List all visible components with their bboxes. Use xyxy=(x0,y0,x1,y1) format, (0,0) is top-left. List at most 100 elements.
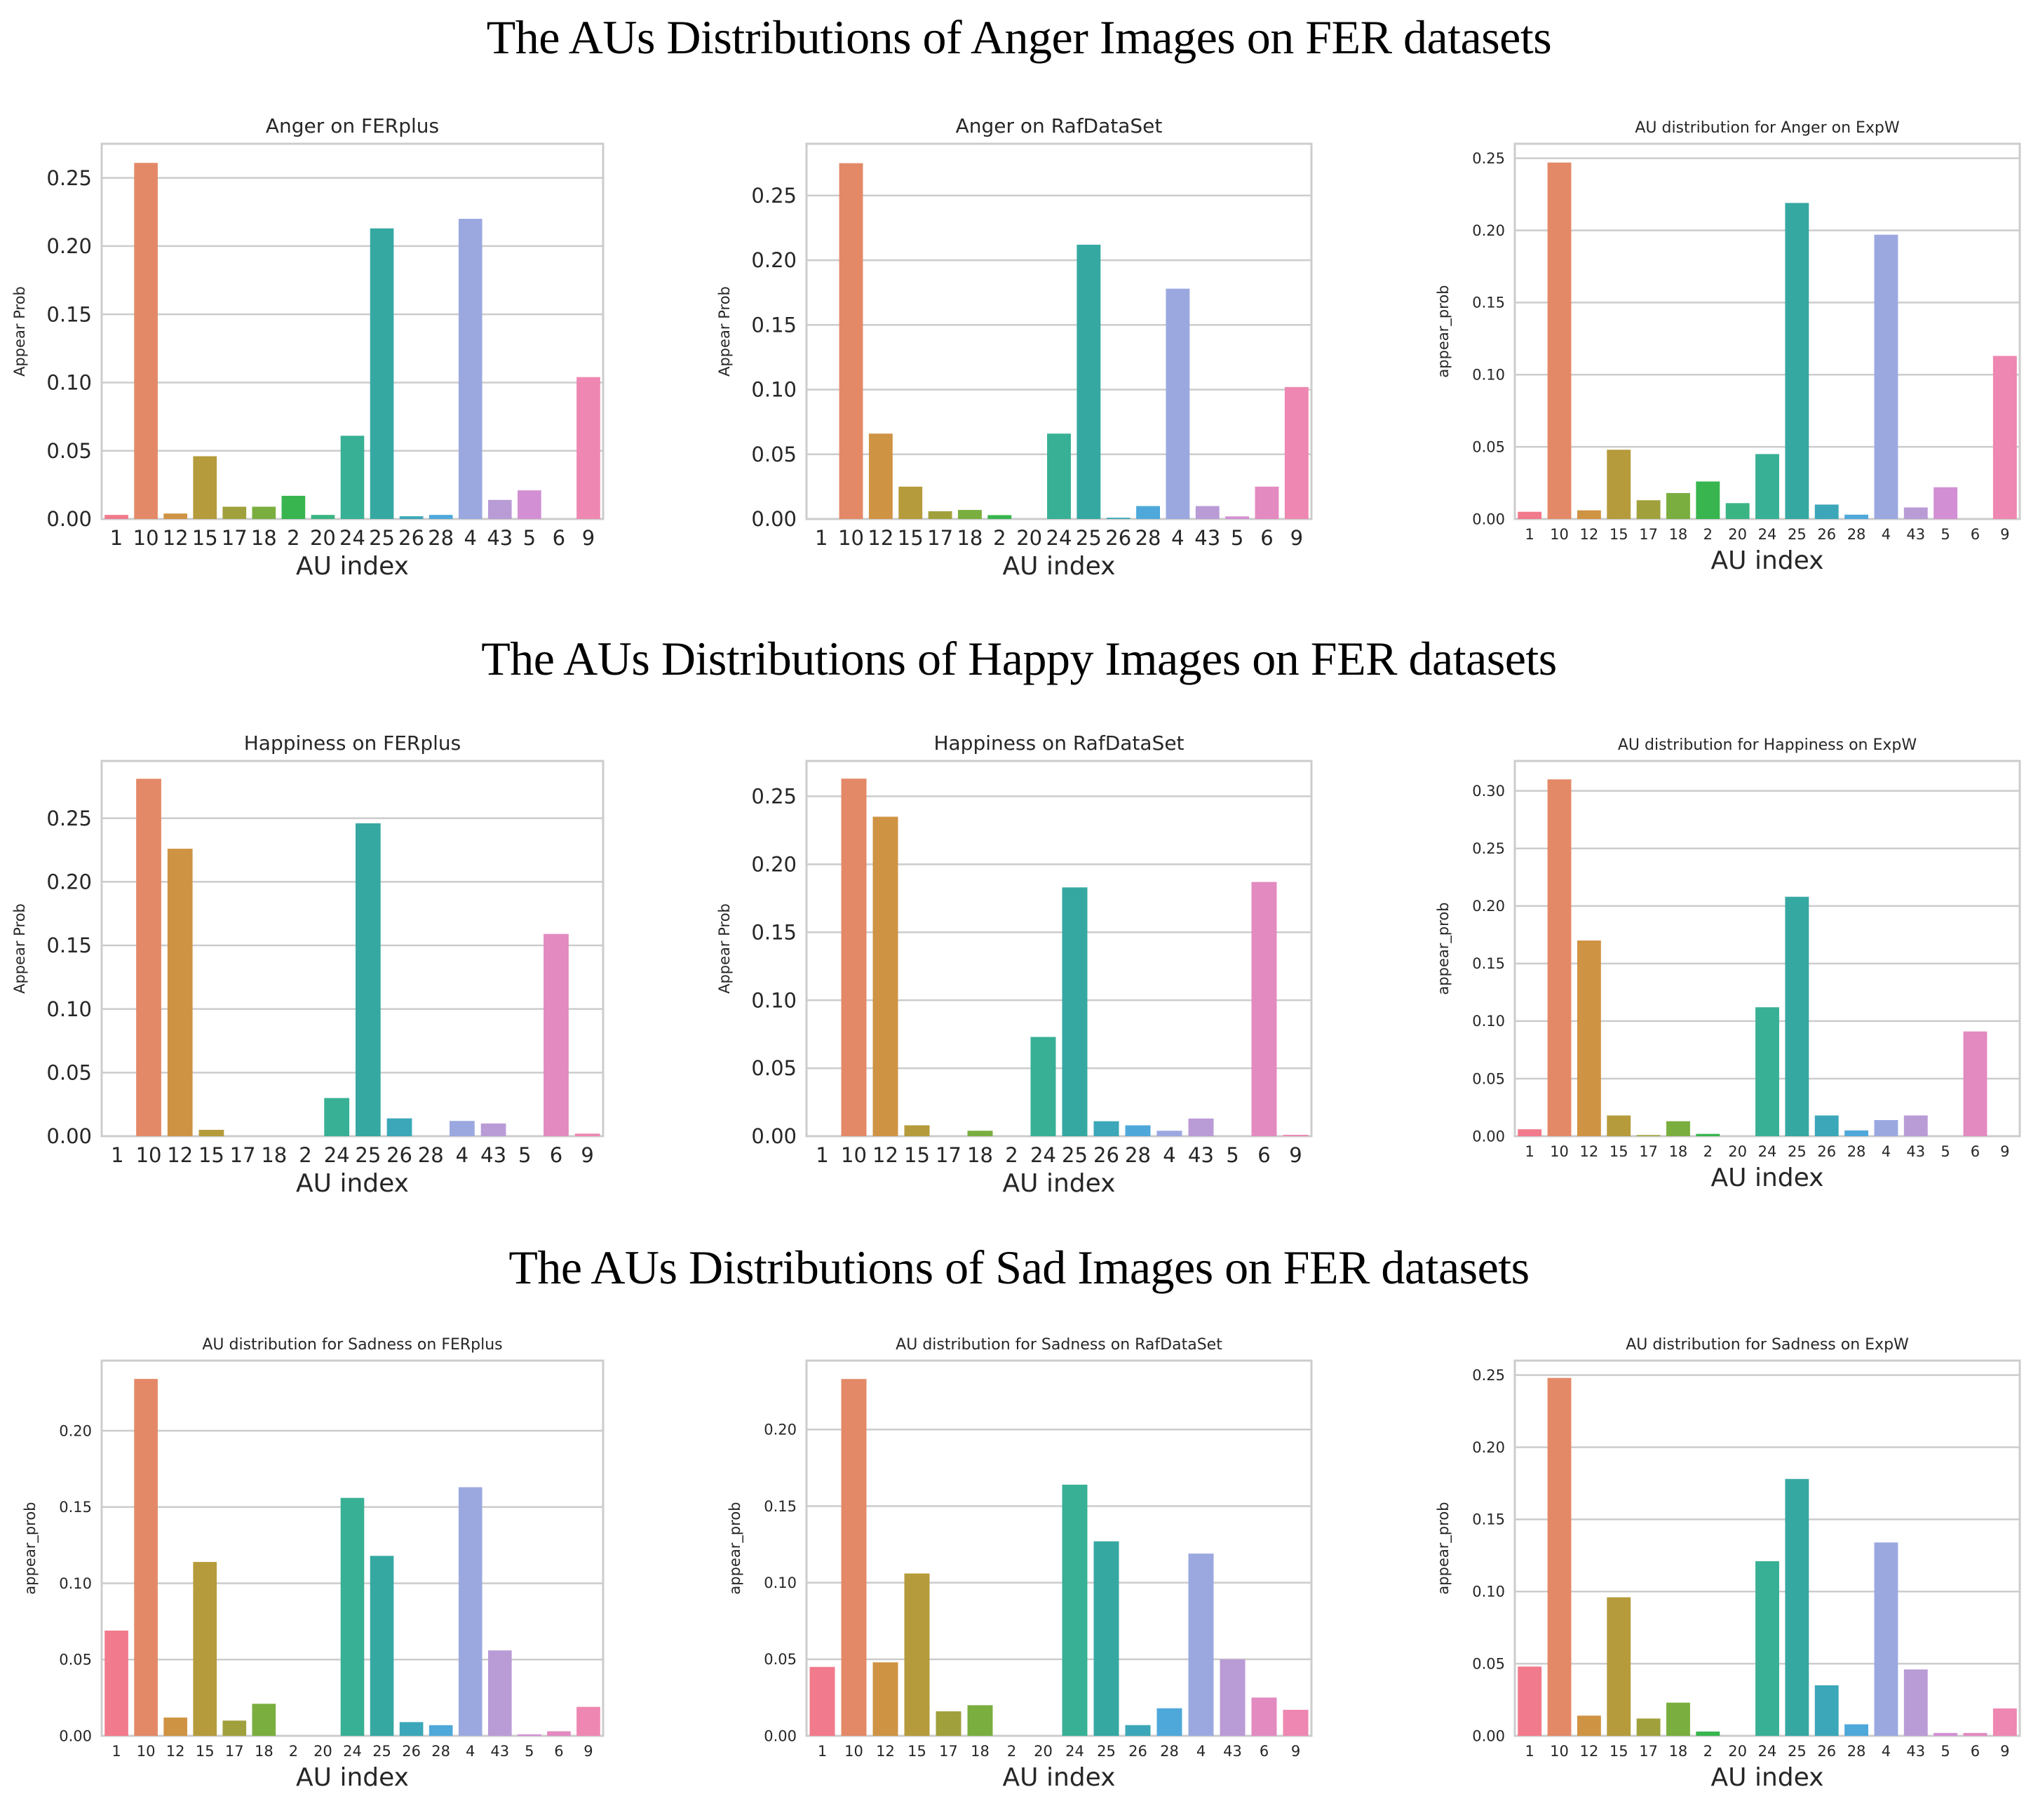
x-tick-label: 18 xyxy=(1669,1743,1688,1760)
y-axis-label: appear_prob xyxy=(22,1502,39,1594)
bar-au-18 xyxy=(1666,1702,1690,1736)
bar-au-43 xyxy=(1195,506,1220,519)
bar-au-25 xyxy=(1062,887,1088,1136)
x-tick-label: 5 xyxy=(1231,526,1243,550)
x-tick-label: 2 xyxy=(993,526,1006,550)
bar-au-28 xyxy=(1125,1125,1151,1136)
bar-au-17 xyxy=(1636,500,1661,519)
bar-au-18 xyxy=(967,1131,993,1136)
x-tick-label: 18 xyxy=(1669,1143,1688,1160)
y-tick-label: 0.25 xyxy=(1472,840,1505,857)
chart-title: AU distribution for Sadness on FERplus xyxy=(202,1336,502,1354)
bar-au-5 xyxy=(1934,1732,1958,1736)
x-tick-label: 4 xyxy=(456,1143,468,1167)
y-tick-label: 0.15 xyxy=(46,302,92,326)
y-tick-label: 0.10 xyxy=(751,378,797,402)
x-tick-label: 1 xyxy=(815,526,828,550)
x-tick-label: 4 xyxy=(1882,526,1891,543)
bar-au-24 xyxy=(1030,1037,1056,1136)
bar-au-15 xyxy=(904,1573,930,1736)
y-tick-label: 0.15 xyxy=(59,1499,92,1516)
bar-au-28 xyxy=(1844,514,1868,519)
y-tick-label: 0.20 xyxy=(46,234,92,258)
x-tick-label: 25 xyxy=(1788,1743,1807,1760)
chart-panel-2: 0.00 0.05 0.10 0.15 0.20 0.25 1 10 12 15 17 18 2 20 24… xyxy=(1435,119,2021,575)
bar-au-10 xyxy=(1547,162,1572,519)
x-tick-label: 4 xyxy=(1196,1743,1206,1760)
x-tick-label: 6 xyxy=(554,1743,563,1760)
y-axis-label: appear_prob xyxy=(1435,902,1452,995)
x-tick-label: 24 xyxy=(1030,1143,1056,1167)
y-tick-label: 0.20 xyxy=(46,870,92,894)
bar-au-2 xyxy=(281,495,306,519)
bar-au-12 xyxy=(1577,510,1601,519)
x-tick-label: 43 xyxy=(1906,526,1925,543)
x-tick-label: 5 xyxy=(1941,1143,1950,1160)
y-tick-label: 0.10 xyxy=(46,997,92,1021)
bar-au-26 xyxy=(1814,504,1839,519)
chart-panel-7: 0.00 0.05 0.10 0.15 0.20 1 10 12 15 17 18 2 20 24 25 26… xyxy=(727,1336,1313,1792)
x-tick-label: 10 xyxy=(1550,1743,1569,1760)
x-tick-label: 43 xyxy=(1194,526,1220,550)
bar-au-26 xyxy=(1093,1121,1119,1136)
y-tick-label: 0.05 xyxy=(1472,438,1505,455)
bar-au-12 xyxy=(167,849,193,1136)
x-tick-label: 43 xyxy=(487,526,513,550)
x-tick-label: 1 xyxy=(818,1743,827,1760)
y-tick-label: 0.15 xyxy=(764,1498,797,1515)
bar-au-10 xyxy=(136,778,161,1136)
bar-au-1 xyxy=(1518,1129,1542,1136)
x-tick-label: 5 xyxy=(1226,1143,1239,1167)
x-tick-label: 6 xyxy=(1257,1143,1270,1167)
bar-au-18 xyxy=(252,506,276,519)
x-tick-label: 9 xyxy=(582,526,595,550)
y-tick-label: 0.15 xyxy=(1472,955,1505,972)
x-tick-label: 12 xyxy=(166,1743,185,1760)
y-tick-label: 0.20 xyxy=(751,852,797,876)
bar-au-18 xyxy=(1666,1121,1690,1136)
bar-au-15 xyxy=(898,486,923,519)
x-tick-label: 6 xyxy=(553,526,565,550)
x-tick-label: 43 xyxy=(1906,1143,1925,1160)
x-tick-label: 20 xyxy=(1016,526,1042,550)
x-tick-label: 43 xyxy=(1223,1743,1242,1760)
x-tick-label: 24 xyxy=(339,526,365,550)
x-tick-label: 4 xyxy=(464,526,477,550)
x-tick-label: 2 xyxy=(1703,1143,1713,1160)
bar-au-25 xyxy=(1785,203,1809,519)
x-tick-label: 2 xyxy=(289,1743,298,1760)
bar-au-43 xyxy=(1188,1118,1214,1136)
chart-title: Anger on FERplus xyxy=(266,114,439,137)
bar-au-15 xyxy=(904,1125,930,1136)
x-tick-label: 10 xyxy=(838,526,864,550)
x-tick-label: 18 xyxy=(255,1743,274,1760)
x-tick-label: 28 xyxy=(1135,526,1161,550)
bar-au-9 xyxy=(1283,1135,1309,1136)
y-tick-label: 0.25 xyxy=(46,807,92,830)
x-tick-label: 10 xyxy=(841,1143,867,1167)
y-tick-label: 0.15 xyxy=(1472,1511,1505,1528)
bar-au-17 xyxy=(1636,1135,1661,1136)
bar-au-26 xyxy=(1106,518,1131,519)
y-tick-label: 0.25 xyxy=(751,785,797,809)
x-tick-label: 10 xyxy=(137,1743,156,1760)
x-tick-label: 20 xyxy=(1034,1743,1053,1760)
bar-au-26 xyxy=(399,1722,424,1736)
y-tick-label: 0.25 xyxy=(46,166,92,190)
x-tick-label: 12 xyxy=(868,526,893,550)
bar-au-12 xyxy=(163,1717,187,1736)
x-tick-label: 12 xyxy=(167,1143,193,1167)
bar-au-9 xyxy=(1284,386,1309,519)
bar-au-15 xyxy=(193,1562,217,1736)
bar-au-24 xyxy=(324,1098,350,1136)
bar-au-4 xyxy=(458,219,482,519)
bar-au-6 xyxy=(1963,1031,1988,1136)
y-tick-label: 0.00 xyxy=(1472,1128,1505,1145)
x-tick-label: 1 xyxy=(110,526,123,550)
bar-au-6 xyxy=(1963,1732,1988,1736)
chart-title: Anger on RafDataSet xyxy=(956,114,1163,137)
bar-au-6 xyxy=(1255,486,1279,519)
bar-au-43 xyxy=(487,1650,512,1736)
bar-au-24 xyxy=(1755,454,1779,519)
bar-au-43 xyxy=(487,499,512,519)
